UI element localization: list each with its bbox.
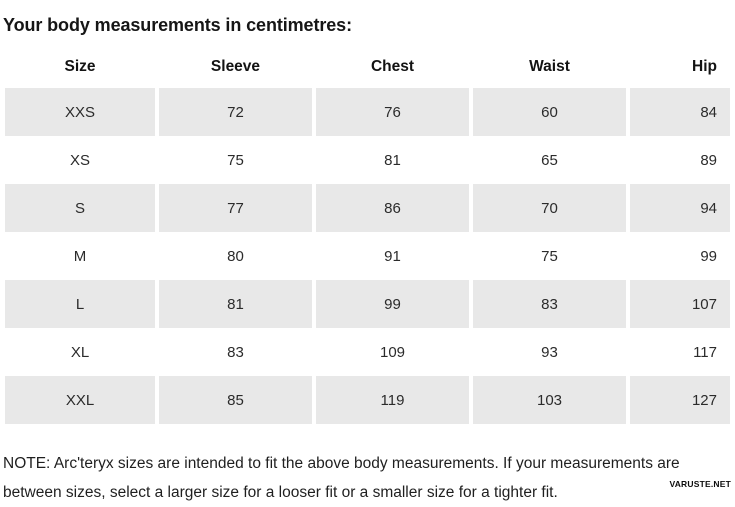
cell-sleeve: 85 bbox=[159, 376, 312, 424]
cell-chest: 81 bbox=[384, 151, 401, 169]
cell-size: S bbox=[5, 184, 155, 232]
cell-size: XL bbox=[70, 343, 90, 361]
cell-chest: 86 bbox=[316, 184, 469, 232]
cell-waist: 103 bbox=[473, 376, 626, 424]
cell-hip: 127 bbox=[630, 376, 730, 424]
cell-hip: 117 bbox=[693, 343, 717, 361]
cell-waist: 93 bbox=[541, 343, 558, 361]
table-row-xs: XS 75 81 65 89 bbox=[5, 136, 730, 184]
cell-hip: 99 bbox=[700, 247, 717, 265]
cell-waist: 83 bbox=[473, 280, 626, 328]
page-title: Your body measurements in centimetres: bbox=[3, 15, 352, 36]
cell-chest: 99 bbox=[316, 280, 469, 328]
table-row-l: L 81 99 83 107 bbox=[5, 280, 730, 328]
header-cell-size: Size bbox=[64, 57, 96, 75]
note-line-2: between sizes, select a larger size for … bbox=[3, 483, 558, 501]
cell-size: XXL bbox=[5, 376, 155, 424]
header-cell-waist: Waist bbox=[529, 57, 570, 75]
table-header-row: Size Sleeve Chest Waist Hip bbox=[5, 45, 730, 88]
cell-waist: 65 bbox=[541, 151, 558, 169]
table-row-xl: XL 83 109 93 117 bbox=[5, 328, 730, 376]
cell-hip: 107 bbox=[630, 280, 730, 328]
cell-hip: 84 bbox=[630, 88, 730, 136]
cell-sleeve: 80 bbox=[227, 247, 244, 265]
note-line-1: NOTE: Arc'teryx sizes are intended to fi… bbox=[3, 454, 680, 472]
cell-hip: 94 bbox=[630, 184, 730, 232]
cell-sleeve: 83 bbox=[227, 343, 244, 361]
cell-sleeve: 75 bbox=[227, 151, 244, 169]
cell-size: XS bbox=[69, 151, 90, 169]
varuste-net-watermark: VARUSTE.NET bbox=[669, 479, 731, 489]
cell-chest: 119 bbox=[316, 376, 469, 424]
header-cell-chest: Chest bbox=[370, 57, 415, 75]
cell-size: XXS bbox=[5, 88, 155, 136]
cell-chest: 109 bbox=[379, 343, 406, 361]
table-row-xxs: XXS 72 76 60 84 bbox=[5, 88, 730, 136]
table-row-xxl: XXL 85 119 103 127 bbox=[5, 376, 730, 424]
cell-sleeve: 81 bbox=[159, 280, 312, 328]
cell-chest: 91 bbox=[384, 247, 401, 265]
header-cell-sleeve: Sleeve bbox=[210, 57, 261, 75]
cell-size: L bbox=[5, 280, 155, 328]
cell-hip: 89 bbox=[700, 151, 717, 169]
cell-waist: 75 bbox=[541, 247, 558, 265]
cell-waist: 60 bbox=[473, 88, 626, 136]
header-cell-hip: Hip bbox=[692, 57, 717, 75]
cell-sleeve: 77 bbox=[159, 184, 312, 232]
size-table: Size Sleeve Chest Waist Hip XXS 72 76 60… bbox=[5, 45, 730, 424]
cell-chest: 76 bbox=[316, 88, 469, 136]
note-text: NOTE: Arc'teryx sizes are intended to fi… bbox=[3, 449, 733, 507]
cell-waist: 70 bbox=[473, 184, 626, 232]
table-row-m: M 80 91 75 99 bbox=[5, 232, 730, 280]
cell-size: M bbox=[73, 247, 87, 265]
cell-sleeve: 72 bbox=[159, 88, 312, 136]
table-row-s: S 77 86 70 94 bbox=[5, 184, 730, 232]
